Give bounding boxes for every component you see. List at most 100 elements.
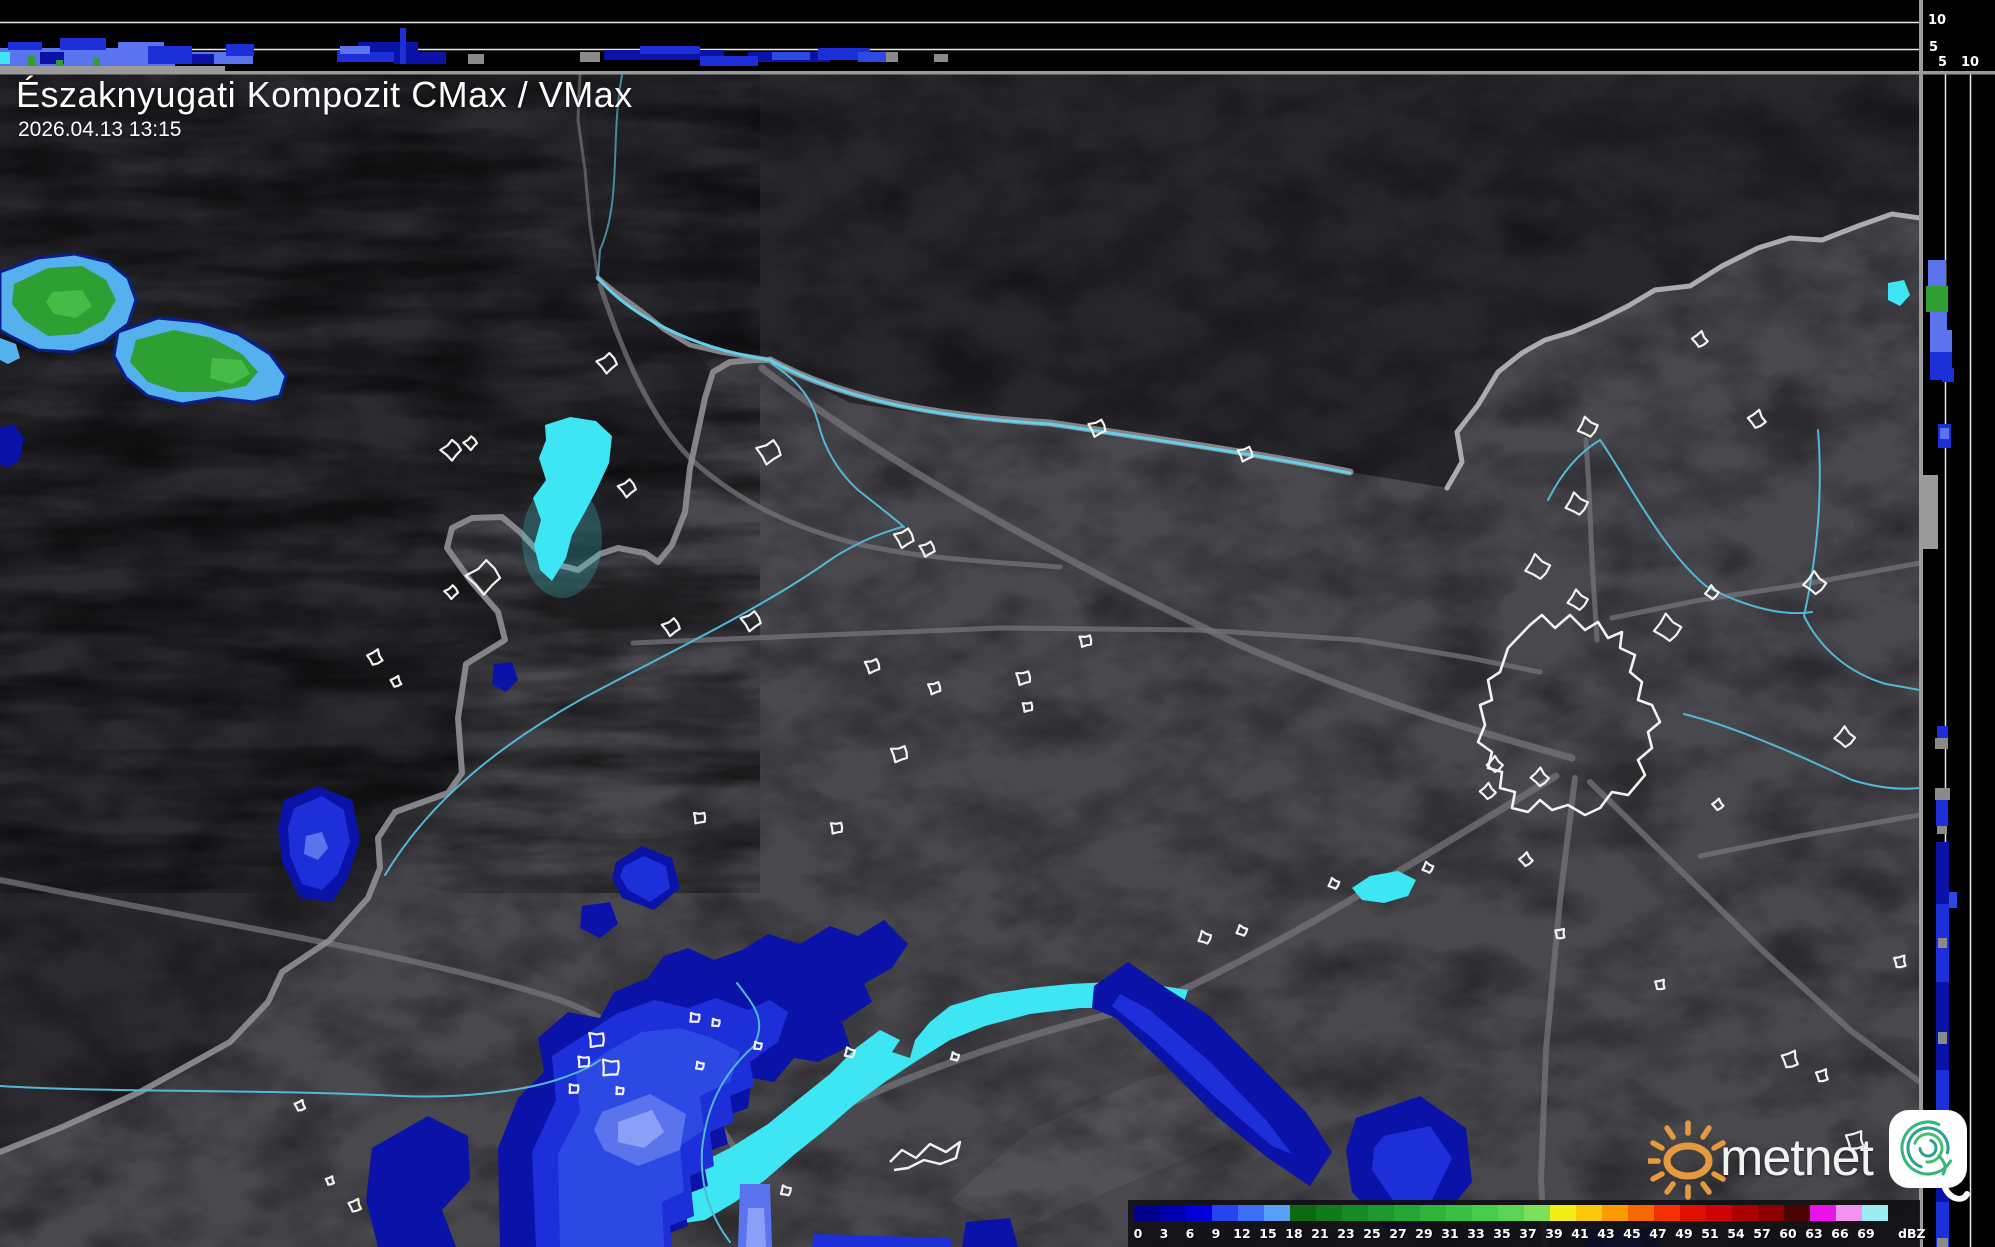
dbz-swatch [1706, 1205, 1732, 1221]
dbz-tick-label: 9 [1211, 1226, 1221, 1241]
settlement-outline [601, 1058, 620, 1077]
settlement-outline [739, 610, 762, 633]
horizontal-separator [0, 71, 1995, 75]
projection-segment [1949, 892, 1957, 908]
dbz-tick-label: 18 [1285, 1226, 1303, 1241]
dbz-tick-label: 29 [1415, 1226, 1433, 1241]
settlement-outline [689, 1011, 701, 1024]
projection-segment [358, 42, 418, 52]
top-panel-gridlines [0, 21, 1920, 51]
settlement-outline [949, 1051, 961, 1062]
dbz-swatch [1394, 1205, 1420, 1221]
radar-echo [210, 358, 250, 384]
sun-icon [1648, 1120, 1726, 1200]
dbz-swatch [1810, 1205, 1836, 1221]
dbz-swatch [1654, 1205, 1680, 1221]
right-strip-axis-10: 10 [1961, 55, 1980, 70]
settlement-outline [892, 527, 915, 550]
dbz-tick-label: 60 [1779, 1226, 1797, 1241]
settlement-outline [389, 674, 403, 688]
dbz-tick-label: 3 [1159, 1226, 1169, 1241]
projection-segment [1921, 475, 1938, 549]
dbz-swatch [1446, 1205, 1472, 1221]
dbz-swatch [1472, 1205, 1498, 1221]
radar-echo [620, 856, 670, 902]
alps-relief-texture [0, 73, 760, 893]
settlement-outline [660, 617, 681, 638]
river-mosoni [771, 363, 905, 528]
projection-segment [604, 50, 724, 60]
dbz-colorbar: 0 3 6 9 12 15 18 21 23 25 27 29 31 33 35 37 39 41 43 45 47 49… [1128, 1200, 1926, 1247]
projection-segment [772, 52, 810, 60]
cyclone-app-icon [1888, 1110, 1970, 1202]
dbz-tick-label: 37 [1519, 1226, 1537, 1241]
projection-segment [192, 54, 214, 64]
projection-segment [1937, 1238, 1948, 1247]
settlement-outline [1703, 584, 1720, 601]
settlement-outline [1892, 954, 1907, 969]
settlement-outline [918, 540, 936, 558]
vertical-separator [1919, 0, 1923, 1247]
radar-echo-layer [0, 252, 1660, 1247]
projection-segment [1938, 1032, 1947, 1044]
settlement-outline [347, 1197, 363, 1213]
settlement-outline [366, 648, 384, 666]
wordmark: metnet [1720, 1129, 1874, 1187]
dbz-swatch [1628, 1205, 1654, 1221]
projection-segment [1936, 800, 1948, 826]
river-zala [700, 982, 761, 1243]
settlement-outline [694, 1060, 705, 1071]
dbz-swatch [1290, 1205, 1316, 1221]
settlement-outline [829, 821, 844, 835]
colorbar-unit: dBZ [1898, 1226, 1926, 1241]
top-strip-axis-10: 10 [1928, 13, 1947, 28]
dbz-tick-label: 63 [1805, 1226, 1823, 1241]
dbz-swatch [1316, 1205, 1342, 1221]
projection-segment [340, 46, 370, 54]
settlement-outline [1711, 797, 1725, 812]
dbz-swatch [1498, 1205, 1524, 1221]
settlement-outline [1517, 851, 1534, 868]
dbz-tick-label: 33 [1467, 1226, 1485, 1241]
projection-segment [148, 46, 192, 64]
projection-segment [8, 42, 42, 50]
projection-segment [400, 28, 406, 64]
radar-echo [0, 424, 24, 468]
settlement-outline [464, 559, 502, 596]
lake-ferto [533, 417, 612, 581]
projection-segment [1937, 826, 1947, 834]
dbz-tick-label: 23 [1337, 1226, 1355, 1241]
settlement-outline [779, 1184, 792, 1197]
dbz-swatch [1524, 1205, 1550, 1221]
projection-segment [858, 52, 890, 62]
dbz-tick-label: 51 [1701, 1226, 1719, 1241]
metnet-logo: metnet [1648, 1108, 1978, 1208]
settlement-outline [889, 745, 909, 764]
settlement-outline [863, 657, 881, 675]
projection-segment [226, 44, 254, 56]
settlement-outline [1421, 860, 1435, 874]
settlement-outline [1554, 927, 1566, 940]
dbz-tick-label: 43 [1597, 1226, 1615, 1241]
dbz-swatch [1576, 1205, 1602, 1221]
projection-segment [1937, 726, 1948, 738]
settlement-outline [1197, 929, 1213, 945]
settlement-outline [1690, 329, 1709, 348]
small-water [1888, 280, 1910, 306]
projection-segment [1940, 428, 1949, 439]
settlement-outline [616, 478, 638, 499]
timestamp: 2026.04.13 13:15 [18, 118, 182, 141]
corner-panel [1920, 0, 1995, 73]
dbz-swatch [1836, 1205, 1862, 1221]
page-title: Északnyugati Kompozit CMax / VMax [16, 74, 633, 115]
top-strip-axis-5: 5 [1929, 40, 1939, 55]
dbz-swatch [1134, 1205, 1160, 1221]
projection-segment [886, 52, 898, 62]
projection-segment [94, 58, 100, 67]
projection-segment [934, 54, 948, 62]
dbz-tick-label: 6 [1185, 1226, 1195, 1241]
settlement-outline [1654, 978, 1666, 991]
dbz-tick-label: 47 [1649, 1226, 1667, 1241]
